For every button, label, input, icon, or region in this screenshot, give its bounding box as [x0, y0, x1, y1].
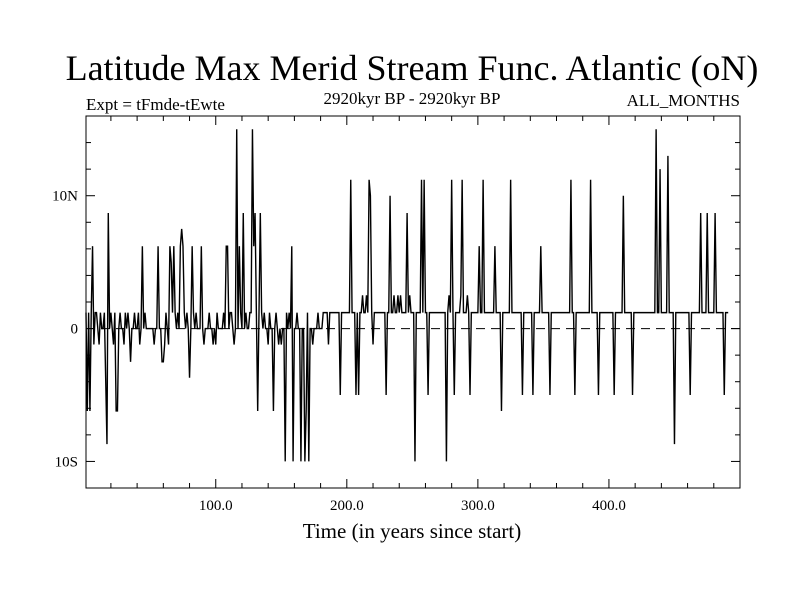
x-axis-label: Time (in years since start) [303, 519, 522, 543]
y-tick-label-2: 10S [55, 454, 78, 470]
period-label: 2920kyr BP - 2920kyr BP [324, 89, 501, 108]
chart-title: Latitude Max Merid Stream Func. Atlantic… [66, 48, 759, 88]
x-tick-label-2: 300.0 [461, 498, 495, 514]
x-tick-label-1: 200.0 [330, 498, 364, 514]
y-tick-label-0: 10N [52, 189, 78, 205]
plot-area [85, 115, 740, 489]
x-tick-label-0: 100.0 [199, 498, 233, 514]
months-label: ALL_MONTHS [627, 91, 740, 110]
series-line [85, 129, 729, 462]
plot-frame [85, 115, 741, 489]
y-tick-label-1: 0 [71, 322, 79, 338]
x-tick-label-3: 400.0 [592, 498, 626, 514]
experiment-label: Expt = tFmde-tEwte [86, 95, 225, 114]
